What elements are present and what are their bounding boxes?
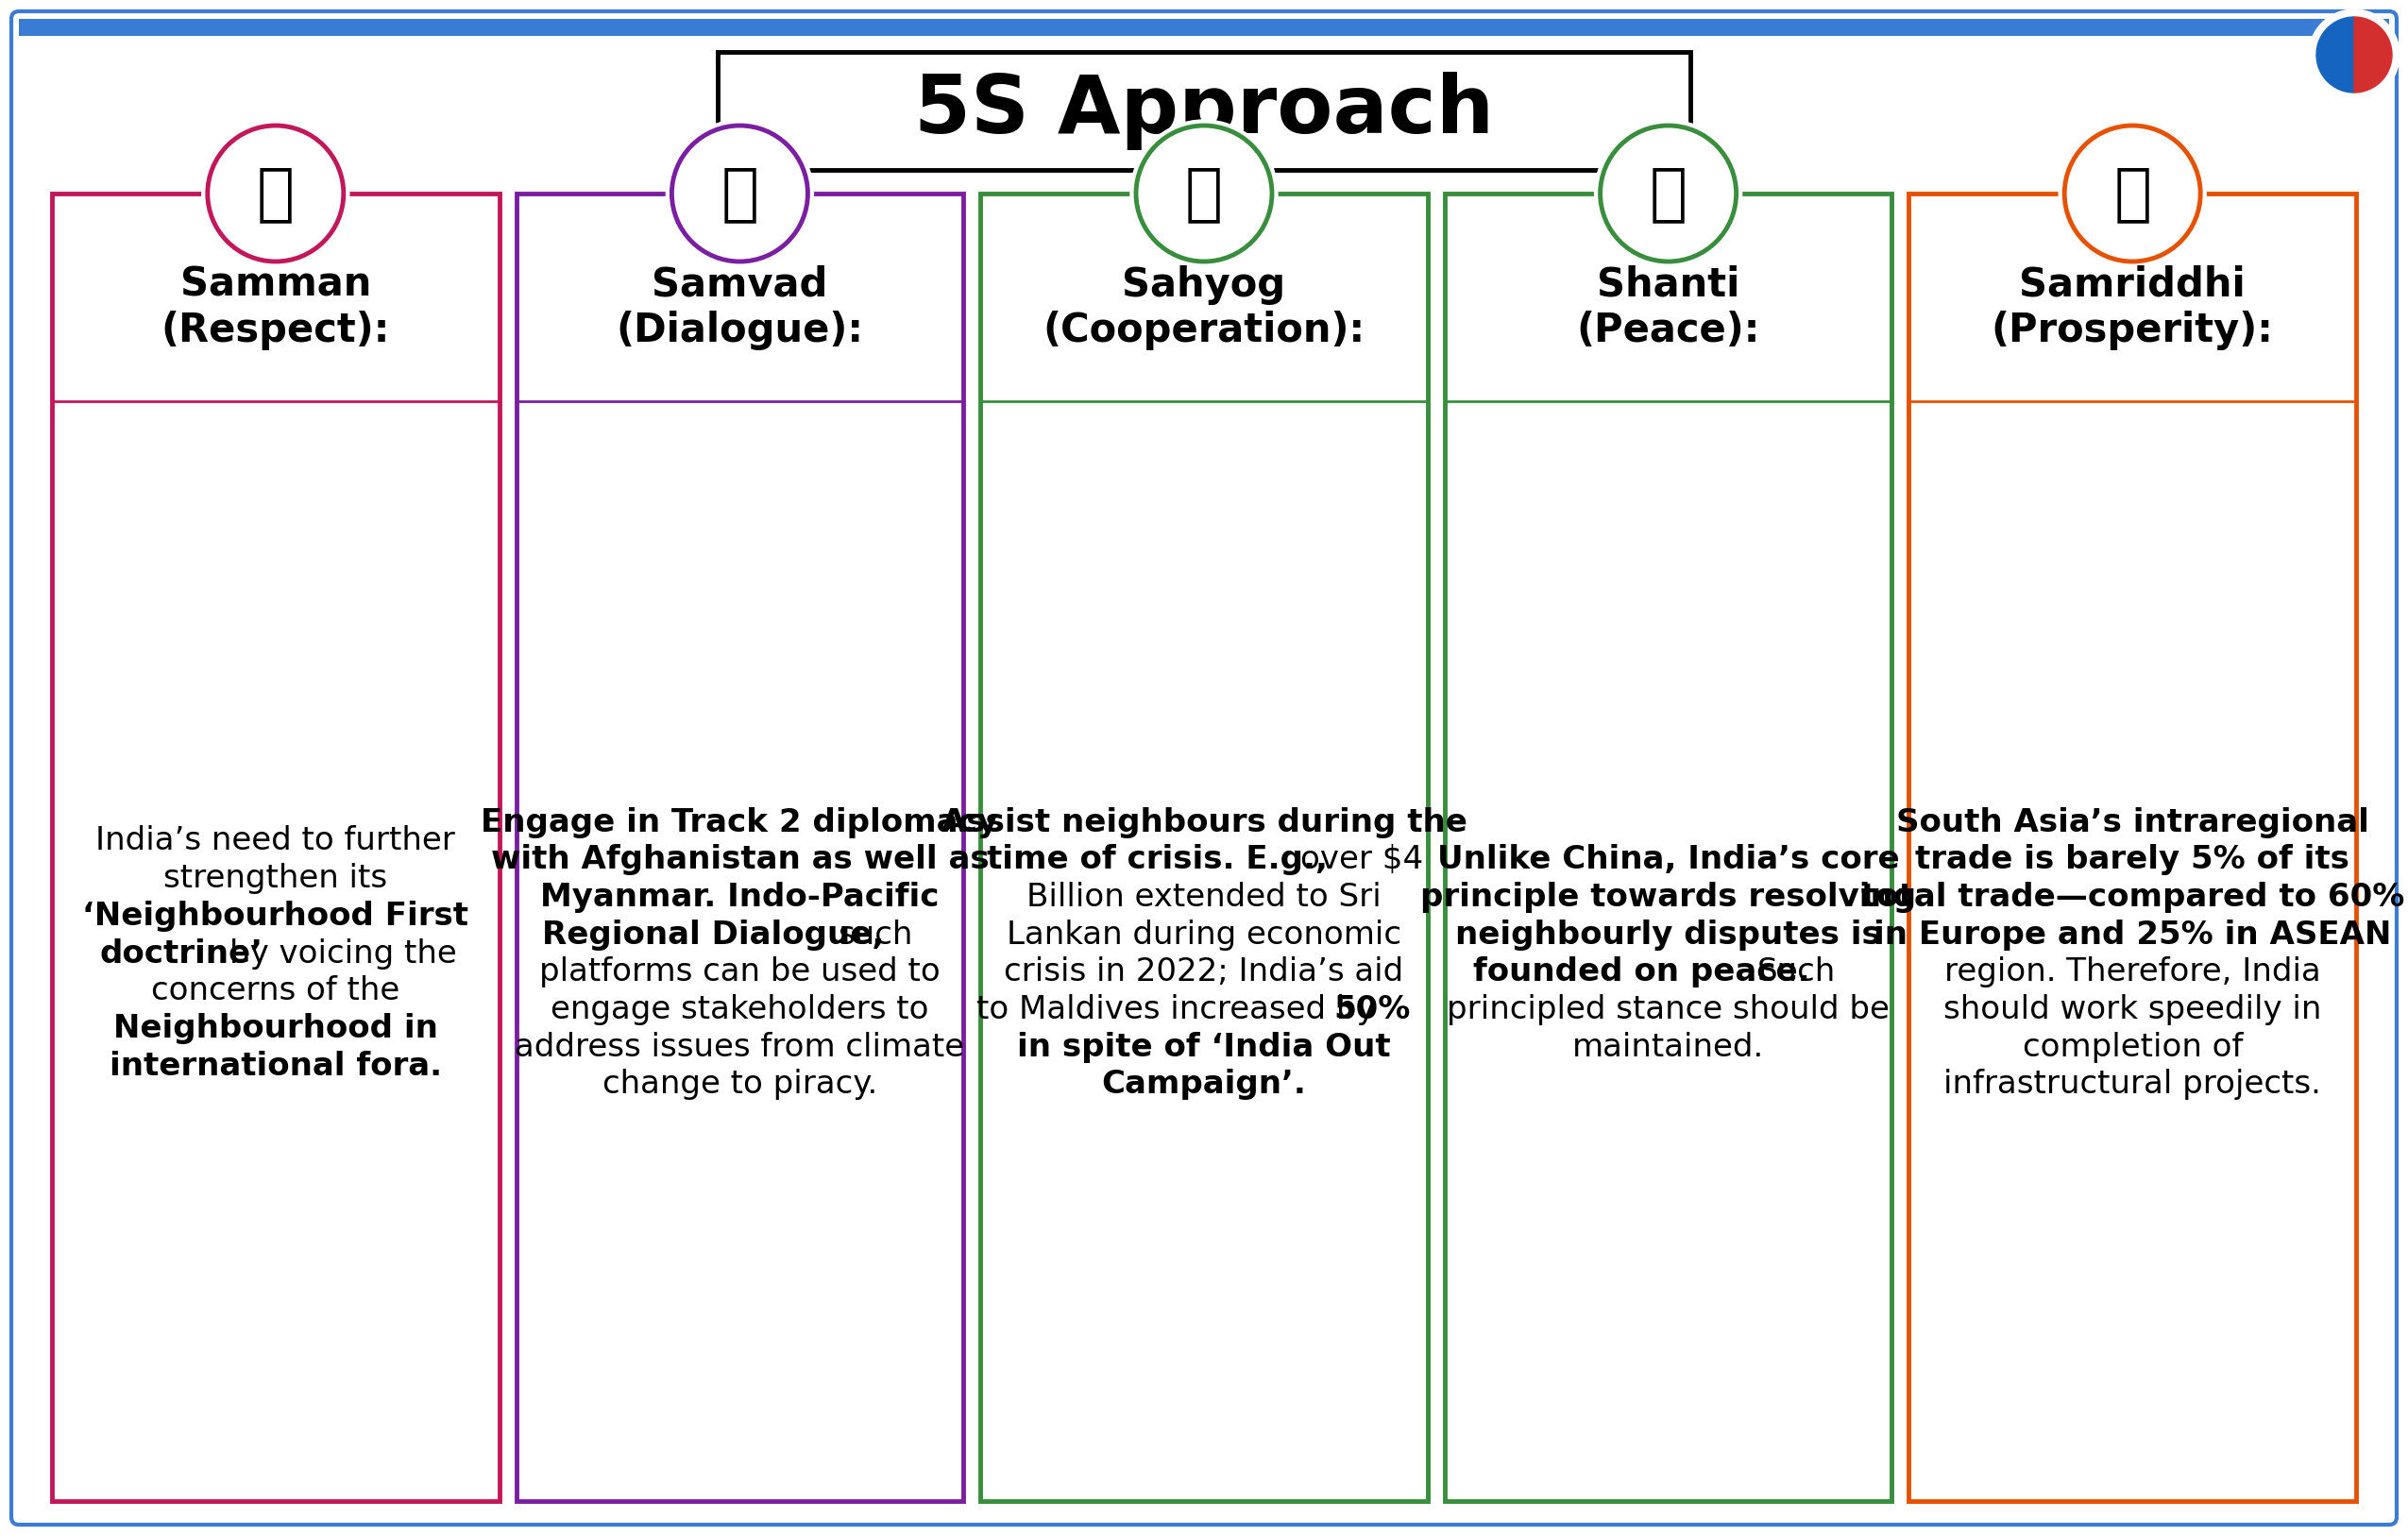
FancyBboxPatch shape xyxy=(515,194,963,1501)
Text: Neighbourhood in: Neighbourhood in xyxy=(113,1012,438,1044)
Text: by voicing the: by voicing the xyxy=(229,938,458,969)
Text: 50%: 50% xyxy=(1334,994,1411,1026)
Text: region. Therefore, India: region. Therefore, India xyxy=(1943,957,2321,988)
Text: crisis in 2022; India’s aid: crisis in 2022; India’s aid xyxy=(1004,957,1404,988)
Text: Samriddhi
(Prosperity):: Samriddhi (Prosperity): xyxy=(1991,266,2273,350)
Text: Lankan during economic: Lankan during economic xyxy=(1007,919,1401,951)
Text: Samvad
(Dialogue):: Samvad (Dialogue): xyxy=(616,266,864,350)
Text: 5S Approach: 5S Approach xyxy=(915,72,1493,151)
FancyBboxPatch shape xyxy=(1445,194,1893,1501)
Text: strengthen its: strengthen its xyxy=(164,863,388,894)
Text: 🌍: 🌍 xyxy=(1649,163,1688,224)
Circle shape xyxy=(1129,120,1279,267)
Text: Shanti
(Peace):: Shanti (Peace): xyxy=(1577,266,1760,350)
Text: to Maldives increased by: to Maldives increased by xyxy=(978,994,1387,1026)
Text: 🤝: 🤝 xyxy=(258,163,294,224)
Circle shape xyxy=(1137,126,1271,261)
Text: India’s need to further: India’s need to further xyxy=(96,825,455,857)
FancyBboxPatch shape xyxy=(1910,194,2355,1501)
Bar xyxy=(19,18,2389,35)
Text: such: such xyxy=(838,919,913,951)
Text: completion of: completion of xyxy=(2023,1032,2242,1063)
Text: address issues from climate: address issues from climate xyxy=(515,1032,966,1063)
Text: with Afghanistan as well as: with Afghanistan as well as xyxy=(491,845,990,876)
Text: Unlike China, India’s core: Unlike China, India’s core xyxy=(1438,845,1900,876)
Circle shape xyxy=(1594,120,1741,267)
FancyBboxPatch shape xyxy=(12,11,2396,1525)
Text: founded on peace.: founded on peace. xyxy=(1474,957,1811,988)
FancyBboxPatch shape xyxy=(980,194,1428,1501)
Wedge shape xyxy=(2316,17,2355,92)
FancyBboxPatch shape xyxy=(718,52,1690,170)
FancyBboxPatch shape xyxy=(53,194,498,1501)
Text: principle towards resolving: principle towards resolving xyxy=(1421,882,1917,912)
Text: change to piracy.: change to piracy. xyxy=(602,1069,877,1100)
Text: neighbourly disputes is: neighbourly disputes is xyxy=(1454,919,1881,951)
Circle shape xyxy=(2059,120,2206,267)
Text: over $4: over $4 xyxy=(1300,845,1423,876)
Circle shape xyxy=(2309,9,2398,100)
Circle shape xyxy=(672,126,807,261)
Text: Samman
(Respect):: Samman (Respect): xyxy=(161,266,390,350)
Text: doctrine’: doctrine’ xyxy=(101,938,262,969)
Text: principled stance should be: principled stance should be xyxy=(1447,994,1890,1026)
Text: Myanmar. Indo-Pacific: Myanmar. Indo-Pacific xyxy=(539,882,939,912)
Circle shape xyxy=(1601,126,1736,261)
Wedge shape xyxy=(2355,17,2391,92)
Text: concerns of the: concerns of the xyxy=(152,975,400,1006)
Circle shape xyxy=(2064,126,2201,261)
Text: should work speedily in: should work speedily in xyxy=(1943,994,2321,1026)
Text: engage stakeholders to: engage stakeholders to xyxy=(551,994,929,1026)
Text: Billion extended to Sri: Billion extended to Sri xyxy=(1026,882,1382,912)
Text: time of crisis. E.g.,: time of crisis. E.g., xyxy=(987,845,1327,876)
Circle shape xyxy=(667,120,814,267)
Text: 🤲: 🤲 xyxy=(2114,163,2150,224)
Text: platforms can be used to: platforms can be used to xyxy=(539,957,939,988)
Text: ‘Neighbourhood First: ‘Neighbourhood First xyxy=(82,900,470,932)
Circle shape xyxy=(202,120,349,267)
Text: 💬: 💬 xyxy=(720,163,759,224)
Text: in spite of ‘India Out: in spite of ‘India Out xyxy=(1016,1032,1392,1063)
Text: Regional Dialogue,: Regional Dialogue, xyxy=(542,919,884,951)
Text: Assist neighbours during the: Assist neighbours during the xyxy=(942,806,1466,839)
Text: maintained.: maintained. xyxy=(1572,1032,1765,1063)
Text: trade is barely 5% of its: trade is barely 5% of its xyxy=(1914,845,2350,876)
Text: international fora.: international fora. xyxy=(108,1051,441,1081)
Text: infrastructural projects.: infrastructural projects. xyxy=(1943,1069,2321,1100)
Text: Engage in Track 2 diplomacy: Engage in Track 2 diplomacy xyxy=(482,806,999,839)
Circle shape xyxy=(207,126,344,261)
Text: total trade—compared to 60%: total trade—compared to 60% xyxy=(1861,882,2403,912)
Text: South Asia’s intraregional: South Asia’s intraregional xyxy=(1895,806,2369,839)
Text: in Europe and 25% in ASEAN: in Europe and 25% in ASEAN xyxy=(1873,919,2391,951)
Text: Such: Such xyxy=(1758,957,1835,988)
Text: Campaign’.: Campaign’. xyxy=(1100,1069,1308,1100)
Text: Sahyog
(Cooperation):: Sahyog (Cooperation): xyxy=(1043,266,1365,350)
Text: 🤜: 🤜 xyxy=(1185,163,1223,224)
